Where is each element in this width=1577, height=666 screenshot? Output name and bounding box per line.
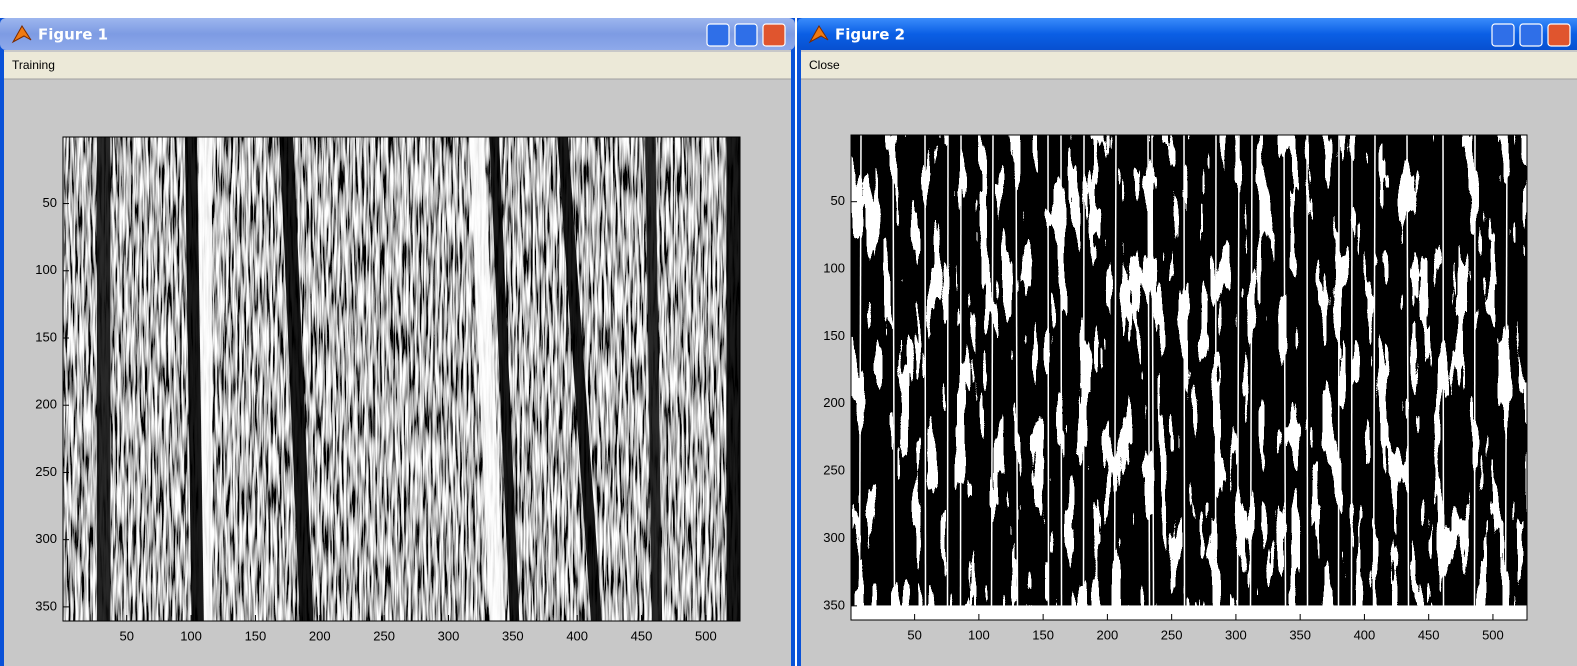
y-tick-label: 300: [35, 531, 57, 546]
menu-item[interactable]: Training: [12, 58, 55, 72]
image-line: [1352, 135, 1353, 605]
menu-item[interactable]: Close: [809, 58, 840, 72]
image-line: [1184, 135, 1185, 605]
x-tick-label: 500: [1482, 627, 1504, 642]
x-tick-label: 350: [1289, 627, 1311, 642]
image-margin: [851, 605, 1527, 620]
y-tick-label: 50: [831, 193, 845, 208]
y-tick-label: 250: [823, 463, 845, 478]
y-tick-label: 200: [35, 397, 57, 412]
x-tick-label: 100: [180, 628, 202, 643]
window: Figure 1 Training 50 100 150 200 250 300 350 400 4…: [0, 18, 795, 666]
y-tick-label: 100: [823, 260, 845, 275]
image-texture: [851, 135, 1527, 620]
y-tick-label: 200: [823, 395, 845, 410]
x-tick-label: 100: [968, 627, 990, 642]
image-line: [925, 135, 926, 605]
image-line: [948, 135, 949, 605]
y-tick-label: 350: [823, 597, 845, 612]
window-title: Figure 1: [38, 26, 108, 44]
x-tick-label: 150: [1032, 627, 1054, 642]
x-tick-label: 50: [119, 628, 133, 643]
y-tick-label: 150: [823, 328, 845, 343]
title-bar: [0, 18, 795, 50]
y-tick-label: 350: [35, 598, 57, 613]
window: Figure 2 Close 50 100 150 200 250 300 350 400 450 5…: [797, 18, 1577, 666]
image-line: [1307, 135, 1308, 605]
image-line: [961, 135, 962, 605]
x-tick-label: 300: [438, 628, 460, 643]
image-line: [1048, 135, 1049, 605]
image-line: [1061, 135, 1062, 605]
title-bar: [797, 18, 1577, 50]
window-title: Figure 2: [835, 26, 905, 44]
title-button[interactable]: [735, 24, 757, 46]
y-tick-label: 50: [43, 195, 57, 210]
menu-bar: [4, 52, 791, 79]
x-tick-label: 200: [309, 628, 331, 643]
title-button[interactable]: [1520, 24, 1542, 46]
image-line: [1339, 135, 1340, 605]
x-tick-label: 500: [695, 628, 717, 643]
x-tick-label: 250: [373, 628, 395, 643]
image-stripe: [97, 137, 111, 621]
x-tick-label: 250: [1161, 627, 1183, 642]
title-button[interactable]: [763, 24, 785, 46]
x-tick-label: 400: [1354, 627, 1376, 642]
image-line: [1475, 135, 1476, 605]
x-tick-label: 450: [631, 628, 653, 643]
x-tick-label: 150: [245, 628, 267, 643]
x-tick-label: 450: [1418, 627, 1440, 642]
screenshot: Figure 1 Training 50 100 150 200 250 300 350 400 4…: [0, 0, 1577, 666]
image-line: [1084, 135, 1085, 605]
y-tick-label: 150: [35, 329, 57, 344]
x-tick-label: 400: [566, 628, 588, 643]
menu-bar: [801, 52, 1577, 79]
y-tick-label: 100: [35, 262, 57, 277]
title-button[interactable]: [1492, 24, 1514, 46]
y-tick-label: 250: [35, 464, 57, 479]
x-tick-label: 200: [1097, 627, 1119, 642]
image-line: [1216, 135, 1217, 605]
x-tick-label: 300: [1225, 627, 1247, 642]
image-line: [1443, 135, 1444, 605]
image-stripe: [726, 137, 740, 621]
title-button[interactable]: [707, 24, 729, 46]
title-button[interactable]: [1548, 24, 1570, 46]
x-tick-label: 350: [502, 628, 524, 643]
page: Figure 1 Training 50 100 150 200 250 300 350 400 4…: [0, 0, 1577, 666]
y-tick-label: 300: [823, 530, 845, 545]
x-tick-label: 50: [907, 627, 921, 642]
image-texture: [63, 137, 740, 621]
